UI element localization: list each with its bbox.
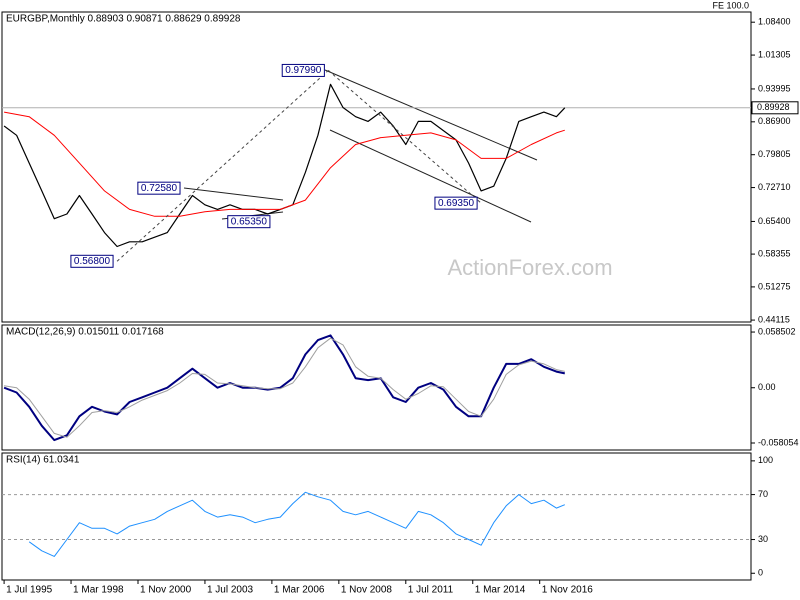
x-tick-label: 1 Mar 2006 — [274, 585, 325, 596]
y-tick-label: 0.93995 — [758, 83, 791, 93]
y-tick-label: 70 — [758, 489, 768, 499]
y-tick-label: 1.01305 — [758, 49, 791, 59]
annotation-link — [328, 70, 482, 204]
y-tick-label: 0.00 — [758, 382, 776, 392]
x-tick-label: 1 Nov 2016 — [542, 585, 594, 596]
last-price-box — [751, 101, 799, 115]
annotation-label: 0.69350 — [438, 198, 475, 209]
y-tick-label: 0.51275 — [758, 281, 791, 291]
annotation-box — [434, 196, 478, 210]
annotation-label: 0.72580 — [141, 183, 178, 194]
panel-title: MACD(12,26,9) 0.015011 0.017168 — [6, 327, 164, 338]
y-tick-label: 0.44115 — [758, 314, 790, 324]
annotation-box — [70, 254, 114, 268]
y-tick-label: 0.65400 — [758, 216, 791, 226]
panel — [1, 324, 752, 451]
annotation-box — [137, 181, 181, 195]
x-tick-label: 1 Nov 2008 — [341, 585, 393, 596]
panel-title: RSI(14) 61.0341 — [6, 455, 80, 466]
annotation-box — [281, 63, 325, 77]
x-tick-label: 1 Mar 1998 — [73, 585, 124, 596]
y-tick-label: 0.79805 — [758, 149, 791, 159]
y-tick-label: 0.86900 — [758, 116, 791, 126]
series-line — [3, 334, 566, 442]
series-line — [4, 337, 565, 438]
series-line — [4, 111, 565, 217]
y-tick-label: 1.08400 — [758, 17, 791, 27]
x-tick-label: 1 Jul 2003 — [207, 585, 254, 596]
y-tick-label: -0.058054 — [758, 437, 799, 447]
panels — [1, 11, 752, 581]
annotation-label: 0.97990 — [285, 65, 322, 76]
y-tick-label: 100 — [758, 455, 773, 465]
triangle-upper — [183, 187, 284, 201]
annotation-box — [227, 215, 271, 229]
y-tick-label: 30 — [758, 534, 768, 544]
indicator-label: FE 100.0 — [712, 0, 749, 10]
x-tick-label: 1 Jul 1995 — [6, 585, 53, 596]
panel-title: EURGBP,Monthly 0.88903 0.90871 0.88629 0… — [6, 14, 241, 25]
x-tick-label: 1 Jul 2011 — [408, 585, 454, 596]
channel-upper — [324, 69, 538, 161]
y-tick-label: 0.58355 — [758, 248, 791, 258]
y-tick-label: 0.72710 — [758, 182, 791, 192]
channel-lower — [329, 129, 532, 223]
last-price-label: 0.89928 — [757, 102, 790, 112]
y-tick-label: 0 — [758, 568, 763, 578]
y-tick-label: 0.058502 — [758, 326, 796, 336]
annotation-label: 0.65350 — [231, 216, 268, 227]
panel — [1, 11, 752, 323]
x-tick-label: 1 Mar 2014 — [475, 585, 526, 596]
annotation-label: 0.56800 — [74, 256, 111, 267]
watermark: ActionForex.com — [447, 255, 612, 280]
series-line — [28, 491, 565, 557]
x-tick-label: 1 Nov 2000 — [140, 585, 192, 596]
panel — [1, 452, 752, 581]
